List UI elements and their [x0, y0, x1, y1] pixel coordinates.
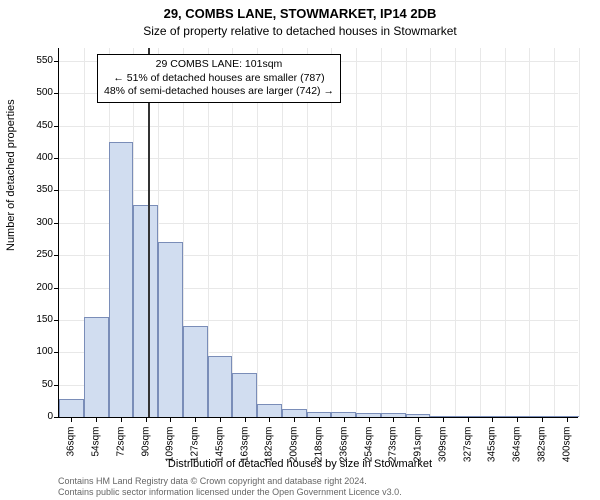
y-tick-label: 200: [19, 282, 53, 293]
y-tick-label: 250: [19, 249, 53, 260]
y-tick-label: 400: [19, 152, 53, 163]
y-tick-mark: [54, 320, 59, 321]
gridline-vertical: [430, 48, 431, 417]
x-tick-mark: [71, 417, 72, 422]
gridline-horizontal: [59, 190, 578, 191]
y-tick-mark: [54, 126, 59, 127]
x-tick-mark: [542, 417, 543, 422]
x-tick-mark: [369, 417, 370, 422]
gridline-vertical: [455, 48, 456, 417]
y-tick-label: 300: [19, 217, 53, 228]
y-tick-mark: [54, 223, 59, 224]
footer-line-2: Contains public sector information licen…: [58, 487, 402, 498]
annotation-box: 29 COMBS LANE: 101sqm← 51% of detached h…: [97, 54, 341, 103]
x-tick-mark: [517, 417, 518, 422]
y-tick-label: 50: [19, 379, 53, 390]
x-tick-mark: [121, 417, 122, 422]
histogram-bar: [232, 373, 257, 417]
x-tick-mark: [96, 417, 97, 422]
chart-subtitle: Size of property relative to detached ho…: [0, 24, 600, 38]
chart-container: 29, COMBS LANE, STOWMARKET, IP14 2DB Siz…: [0, 0, 600, 500]
x-tick-mark: [269, 417, 270, 422]
x-tick-mark: [567, 417, 568, 422]
x-tick-mark: [418, 417, 419, 422]
y-tick-mark: [54, 190, 59, 191]
x-tick-mark: [146, 417, 147, 422]
chart-title: 29, COMBS LANE, STOWMARKET, IP14 2DB: [0, 6, 600, 21]
gridline-vertical: [529, 48, 530, 417]
gridline-vertical: [257, 48, 258, 417]
gridline-vertical: [505, 48, 506, 417]
gridline-horizontal: [59, 158, 578, 159]
y-axis-label: Number of detached properties: [5, 221, 17, 251]
x-tick-mark: [443, 417, 444, 422]
annotation-line-2: ← 51% of detached houses are smaller (78…: [104, 72, 334, 86]
footer-attribution: Contains HM Land Registry data © Crown c…: [58, 476, 402, 499]
gridline-vertical: [381, 48, 382, 417]
histogram-bar: [282, 409, 307, 417]
y-tick-label: 450: [19, 120, 53, 131]
y-tick-mark: [54, 255, 59, 256]
y-tick-mark: [54, 352, 59, 353]
gridline-vertical: [356, 48, 357, 417]
y-tick-mark: [54, 288, 59, 289]
gridline-vertical: [480, 48, 481, 417]
histogram-bar: [133, 205, 158, 417]
x-axis-label: Distribution of detached houses by size …: [0, 458, 600, 470]
y-tick-label: 500: [19, 87, 53, 98]
plot-area: 05010015020025030035040045050055036sqm54…: [58, 48, 578, 418]
x-tick-mark: [245, 417, 246, 422]
y-tick-label: 550: [19, 55, 53, 66]
y-tick-label: 0: [19, 411, 53, 422]
y-tick-mark: [54, 158, 59, 159]
y-tick-label: 100: [19, 346, 53, 357]
x-tick-mark: [195, 417, 196, 422]
gridline-vertical: [282, 48, 283, 417]
gridline-vertical: [406, 48, 407, 417]
x-tick-mark: [319, 417, 320, 422]
gridline-horizontal: [59, 126, 578, 127]
gridline-vertical: [331, 48, 332, 417]
histogram-bar: [208, 356, 233, 418]
y-tick-mark: [54, 385, 59, 386]
x-tick-mark: [220, 417, 221, 422]
x-tick-mark: [468, 417, 469, 422]
annotation-line-1: 29 COMBS LANE: 101sqm: [104, 58, 334, 72]
histogram-bar: [109, 142, 134, 417]
histogram-bar: [84, 317, 109, 417]
x-tick-mark: [393, 417, 394, 422]
x-tick-mark: [344, 417, 345, 422]
gridline-vertical: [554, 48, 555, 417]
gridline-vertical: [232, 48, 233, 417]
footer-line-1: Contains HM Land Registry data © Crown c…: [58, 476, 402, 487]
y-tick-label: 150: [19, 314, 53, 325]
x-tick-mark: [492, 417, 493, 422]
histogram-bar: [257, 404, 282, 417]
y-tick-label: 350: [19, 184, 53, 195]
gridline-vertical: [579, 48, 580, 417]
y-tick-mark: [54, 417, 59, 418]
x-tick-mark: [170, 417, 171, 422]
y-tick-mark: [54, 61, 59, 62]
x-tick-mark: [294, 417, 295, 422]
histogram-bar: [59, 399, 84, 417]
gridline-vertical: [307, 48, 308, 417]
histogram-bar: [158, 242, 183, 417]
histogram-bar: [183, 326, 208, 417]
annotation-line-3: 48% of semi-detached houses are larger (…: [104, 85, 334, 99]
y-tick-mark: [54, 93, 59, 94]
reference-line: [148, 48, 150, 417]
